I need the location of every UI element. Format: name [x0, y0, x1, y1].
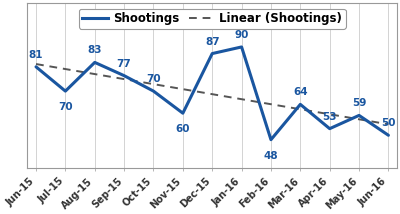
Text: 83: 83	[88, 45, 102, 55]
Text: 53: 53	[322, 112, 337, 122]
Text: 59: 59	[352, 98, 366, 108]
Text: 50: 50	[381, 118, 396, 128]
Text: 87: 87	[205, 37, 220, 47]
Text: 70: 70	[58, 102, 73, 112]
Text: 64: 64	[293, 87, 308, 97]
Text: 90: 90	[234, 30, 249, 40]
Text: 70: 70	[146, 74, 161, 84]
Text: 60: 60	[176, 124, 190, 134]
Text: 48: 48	[264, 151, 278, 161]
Text: 77: 77	[117, 59, 132, 69]
Legend: Shootings, Linear (Shootings): Shootings, Linear (Shootings)	[79, 9, 346, 29]
Text: 81: 81	[29, 50, 43, 60]
